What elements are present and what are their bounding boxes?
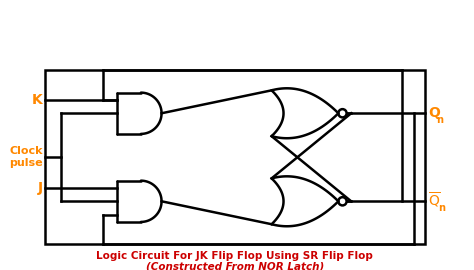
Text: n: n	[438, 203, 445, 213]
Text: Clock
pulse: Clock pulse	[9, 147, 43, 168]
Text: Logic Circuit For JK Flip Flop Using SR Flip Flop: Logic Circuit For JK Flip Flop Using SR …	[97, 251, 374, 261]
Text: (Constructed From NOR Latch): (Constructed From NOR Latch)	[146, 261, 324, 270]
Text: Q: Q	[428, 106, 440, 120]
Bar	[45, 70, 425, 244]
Text: K: K	[32, 93, 43, 106]
Text: J: J	[37, 181, 43, 195]
Text: n: n	[436, 115, 443, 125]
Text: $\overline{\mathrm{Q}}$: $\overline{\mathrm{Q}}$	[428, 191, 441, 210]
